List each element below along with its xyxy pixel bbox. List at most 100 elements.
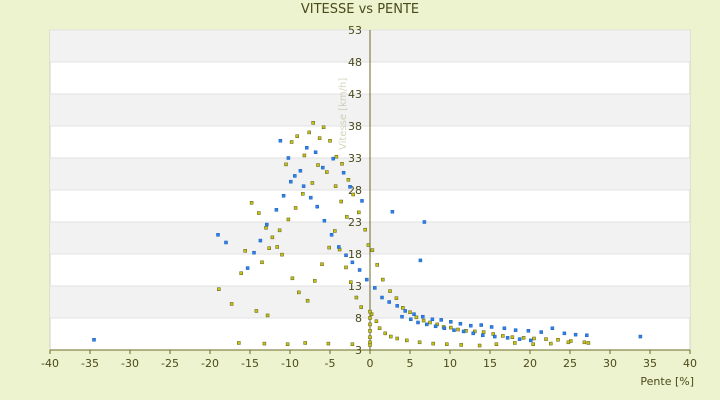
x-tick-label: -25: [161, 357, 179, 370]
scatter-point-series-1: [217, 287, 221, 291]
scatter-point-series-2: [278, 138, 283, 143]
scatter-point-series-2: [489, 325, 494, 329]
scatter-point-series-2: [331, 156, 335, 161]
scatter-point-series-2: [380, 295, 384, 300]
scatter-point-series-1: [260, 260, 264, 265]
x-tick-label: 35: [643, 357, 657, 370]
scatter-point-series-1: [582, 340, 587, 345]
scatter-point-series-2: [493, 334, 497, 339]
y-tick-label: 8: [355, 312, 362, 325]
scatter-point-series-1: [345, 215, 349, 219]
scatter-point-series-2: [513, 328, 518, 332]
x-tick-label: 0: [367, 357, 374, 370]
scatter-point-series-2: [562, 331, 567, 336]
scatter-point-series-2: [322, 218, 327, 223]
scatter-point-series-1: [521, 336, 526, 340]
scatter-point-series-1: [531, 342, 535, 346]
scatter-point-series-1: [313, 279, 317, 283]
scatter-point-series-1: [388, 289, 392, 293]
x-tick-label: 30: [603, 357, 617, 370]
x-tick-label: -10: [281, 357, 299, 370]
scatter-point-series-1: [254, 309, 259, 313]
scatter-point-series-2: [395, 304, 399, 308]
scatter-point-series-2: [412, 312, 416, 316]
scatter-point-series-1: [368, 316, 372, 320]
scatter-point-series-2: [418, 258, 423, 263]
scatter-point-series-2: [481, 333, 485, 338]
x-tick-label: 20: [523, 357, 537, 370]
scatter-point-series-2: [293, 174, 297, 178]
scatter-point-series-1: [368, 329, 372, 333]
scatter-point-series-1: [280, 252, 284, 257]
scatter-point-series-2: [638, 334, 643, 339]
scatter-point-series-1: [321, 125, 326, 130]
scatter-point-series-1: [340, 162, 344, 166]
scatter-point-series-1: [566, 340, 571, 345]
scatter-point-series-1: [417, 340, 422, 345]
scatter-point-series-1: [449, 325, 453, 330]
scatter-point-series-1: [368, 309, 372, 314]
scatter-point-series-1: [501, 334, 505, 338]
scatter-point-series-1: [290, 276, 295, 281]
scatter-point-series-2: [274, 208, 279, 212]
scatter-point-series-1: [229, 302, 234, 306]
scatter-point-series-2: [449, 320, 453, 324]
scatter-point-series-1: [513, 341, 517, 345]
scatter-point-series-2: [433, 324, 438, 329]
scatter-point-series-1: [494, 342, 499, 346]
scatter-point-series-2: [425, 322, 429, 327]
scatter-point-series-1: [344, 265, 348, 270]
x-tick-label: -20: [201, 357, 219, 370]
scatter-point-series-1: [270, 235, 275, 240]
scatter-point-series-2: [409, 317, 413, 322]
scatter-point-series-2: [469, 323, 473, 328]
x-tick-label: -40: [41, 357, 59, 370]
scatter-point-series-2: [92, 338, 96, 342]
scatter-point-series-2: [471, 331, 475, 336]
scatter-point-series-2: [313, 150, 318, 154]
scatter-point-series-1: [477, 343, 482, 348]
scatter-point-series-1: [368, 335, 372, 339]
scatter-point-series-2: [585, 333, 589, 338]
scatter-point-series-1: [421, 318, 426, 323]
scatter-point-series-2: [365, 277, 369, 282]
scatter-point-series-2: [301, 184, 306, 188]
scatter-point-series-2: [422, 220, 427, 224]
scatter-point-series-2: [458, 322, 463, 326]
scatter-point-series-1: [532, 336, 536, 341]
scatter-point-series-2: [298, 169, 303, 173]
scatter-point-series-1: [295, 134, 299, 138]
y-axis-label: Vitesse [km/h]: [338, 77, 349, 150]
x-tick-label: 10: [443, 357, 457, 370]
scatter-point-series-1: [586, 341, 591, 345]
scatter-point-series-2: [550, 326, 555, 330]
scatter-point-series-2: [502, 326, 507, 330]
scatter-point-series-2: [309, 195, 313, 200]
scatter-point-series-1: [293, 206, 298, 210]
scatter-point-series-1: [310, 181, 315, 185]
scatter-point-series-2: [224, 240, 228, 245]
scatter-point-series-1: [297, 290, 301, 295]
scatter-point-series-2: [421, 314, 425, 319]
scatter-point-series-1: [394, 296, 399, 300]
y-tick-label: 53: [348, 24, 362, 37]
scatter-point-series-2: [526, 329, 531, 333]
scatter-point-series-2: [289, 179, 293, 184]
y-tick-label: 33: [348, 152, 362, 165]
scatter-point-series-2: [350, 260, 355, 265]
scatter-point-series-1: [277, 228, 282, 233]
x-tick-labels: -40 -35 -30 -25 -20 -15 -10 -5 0 5 10 15 20 25 30 35 40: [41, 357, 697, 370]
x-tick-label: -30: [121, 357, 139, 370]
x-tick-label: -15: [241, 357, 259, 370]
x-tick-label: 15: [483, 357, 497, 370]
scatter-point-series-1: [349, 280, 353, 284]
scatter-point-series-2: [373, 286, 377, 290]
scatter-point-series-1: [286, 217, 291, 222]
axes: [49, 30, 691, 354]
scatter-point-series-1: [243, 249, 247, 253]
scatter-point-series-1: [333, 184, 338, 188]
scatter-point-series-2: [400, 314, 404, 319]
scatter-point-series-2: [344, 253, 348, 258]
scatter-point-series-2: [265, 222, 269, 227]
scatter-point-series-2: [387, 300, 391, 304]
